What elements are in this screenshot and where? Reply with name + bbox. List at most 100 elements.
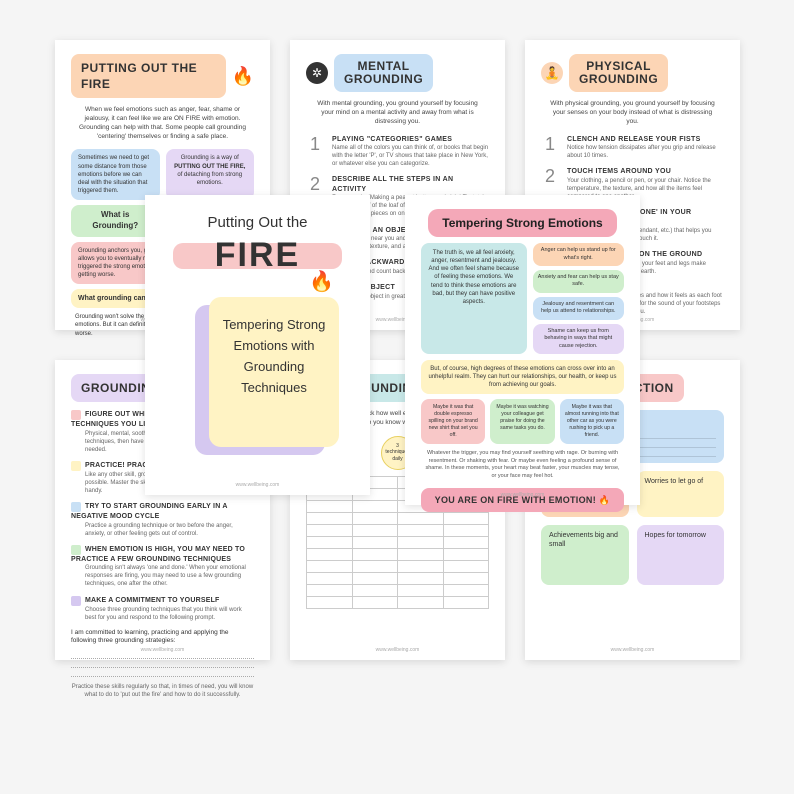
footer-url: www.wellbeing.com xyxy=(55,647,270,654)
commitment-prompt: I am committed to learning, practicing a… xyxy=(71,629,254,647)
page-title: PUTTING OUT THE FIRE xyxy=(71,54,226,98)
block-whatever: Whatever the trigger, you may find yours… xyxy=(421,450,624,480)
log-cell[interactable] xyxy=(352,500,398,512)
step-number: 2 xyxy=(306,175,324,193)
log-cell[interactable] xyxy=(352,512,398,524)
log-cell[interactable] xyxy=(307,584,353,596)
log-cell[interactable] xyxy=(307,512,353,524)
log-cell[interactable] xyxy=(352,572,398,584)
step-desc: Notice how tension dissipates after you … xyxy=(567,144,724,160)
log-cell[interactable] xyxy=(398,524,444,536)
intro-text: With mental grounding, you ground yourse… xyxy=(306,100,489,126)
cover-subtitle: Tempering Strong Emotions with Grounding… xyxy=(209,309,339,404)
box-hopes[interactable]: Hopes for tomorrow xyxy=(637,525,725,585)
box-achievements[interactable]: Achievements big and small xyxy=(541,525,629,585)
page-title: PHYSICALGROUNDING xyxy=(569,54,668,92)
log-cell[interactable] xyxy=(398,560,444,572)
log-cell[interactable] xyxy=(307,596,353,608)
log-cell[interactable] xyxy=(352,548,398,560)
step-title: PLAYING "CATEGORIES" GAMES xyxy=(332,135,489,144)
log-cell[interactable] xyxy=(398,512,444,524)
log-cell[interactable] xyxy=(443,536,489,548)
block-distance: Sometimes we need to get some distance f… xyxy=(71,149,160,199)
fire-icon: 🔥 xyxy=(232,64,254,88)
header: 🧘 PHYSICALGROUNDING xyxy=(541,54,724,92)
log-cell[interactable] xyxy=(443,524,489,536)
tip-title: MAKE A COMMITMENT TO YOURSELF xyxy=(85,597,220,604)
tip-swatch xyxy=(71,502,81,512)
log-cell[interactable] xyxy=(443,596,489,608)
intro-text: With physical grounding, you ground your… xyxy=(541,100,724,126)
page-tempering-emotions: Tempering Strong Emotions The truth is, … xyxy=(405,195,640,505)
step-number: 1 xyxy=(306,135,324,153)
log-cell[interactable] xyxy=(443,572,489,584)
tip-swatch xyxy=(71,596,81,606)
step-number: 2 xyxy=(541,167,559,185)
block-anger: Anger can help us stand up for what's ri… xyxy=(533,243,625,266)
log-cell[interactable] xyxy=(352,560,398,572)
log-cell[interactable] xyxy=(443,560,489,572)
header: ✲ MENTALGROUNDING xyxy=(306,54,489,92)
step-title: DESCRIBE ALL THE STEPS IN AN ACTIVITY xyxy=(332,175,489,194)
block-jealousy: Jealousy and resentment can help us atte… xyxy=(533,297,625,320)
tip-desc: Grounding isn't always 'one and done.' W… xyxy=(85,564,254,588)
log-cell[interactable] xyxy=(352,524,398,536)
commitment-lines[interactable] xyxy=(71,650,254,677)
log-cell[interactable] xyxy=(398,596,444,608)
intro-text: When we feel emotions such as anger, fea… xyxy=(71,106,254,141)
log-cell[interactable] xyxy=(398,548,444,560)
block-shame: Shame can keep us from behaving in ways … xyxy=(533,324,625,354)
footer-url: www.wellbeing.com xyxy=(290,647,505,654)
trigger-3: Maybe it was that almost running into th… xyxy=(560,399,624,444)
log-cell[interactable] xyxy=(398,536,444,548)
step-title: TOUCH ITEMS AROUND YOU xyxy=(567,167,724,176)
block-but: But, of course, high degrees of these em… xyxy=(421,360,624,394)
tip-item: WHEN EMOTION IS HIGH, YOU MAY NEED TO PR… xyxy=(71,545,254,589)
tip-swatch xyxy=(71,461,81,471)
header: PUTTING OUT THE FIRE 🔥 xyxy=(71,54,254,98)
page-title: MENTALGROUNDING xyxy=(334,54,433,92)
box-worries[interactable]: Worries to let go of xyxy=(637,471,725,517)
trigger-1: Maybe it was that double espresso spilli… xyxy=(421,399,485,444)
footer-url: www.wellbeing.com xyxy=(525,647,740,654)
tip-desc: Practice a grounding technique or two be… xyxy=(85,522,254,538)
block-definition: Grounding is a way of PUTTING OUT THE FI… xyxy=(166,149,255,199)
yoga-icon: 🧘 xyxy=(541,62,563,84)
log-cell[interactable] xyxy=(307,548,353,560)
log-cell[interactable] xyxy=(398,584,444,596)
page-cover: Putting Out the FIRE 🔥 Tempering Strong … xyxy=(145,195,370,495)
fire-icon: 🔥 xyxy=(309,269,334,296)
footer-note: Practice these skills regularly so that,… xyxy=(71,683,254,699)
log-cell[interactable] xyxy=(443,548,489,560)
tip-desc: Choose three grounding techniques that y… xyxy=(85,606,254,622)
log-cell[interactable] xyxy=(352,536,398,548)
log-cell[interactable] xyxy=(307,572,353,584)
log-cell[interactable] xyxy=(443,512,489,524)
log-cell[interactable] xyxy=(307,500,353,512)
tip-swatch xyxy=(71,410,81,420)
cover-top-line: Putting Out the xyxy=(161,213,354,233)
cover-fire-wrap: FIRE 🔥 xyxy=(161,235,354,295)
tip-item: MAKE A COMMITMENT TO YOURSELF Choose thre… xyxy=(71,596,254,622)
step-item: 1 PLAYING "CATEGORIES" GAMESName all of t… xyxy=(306,135,489,169)
block-truth: The truth is, we all feel anxiety, anger… xyxy=(421,243,527,354)
tip-item: TRY TO START GROUNDING EARLY IN A NEGATI… xyxy=(71,502,254,538)
log-cell[interactable] xyxy=(443,584,489,596)
block-anxiety: Anxiety and fear can help us stay safe. xyxy=(533,270,625,293)
step-item: 1 CLENCH AND RELEASE YOUR FISTSNotice how… xyxy=(541,135,724,161)
log-cell[interactable] xyxy=(307,560,353,572)
footer-url: www.wellbeing.com xyxy=(405,492,640,499)
trigger-2: Maybe it was watching your colleague get… xyxy=(490,399,554,444)
page-title: Tempering Strong Emotions xyxy=(428,209,616,237)
step-title: CLENCH AND RELEASE YOUR FISTS xyxy=(567,135,724,144)
brain-icon: ✲ xyxy=(306,62,328,84)
log-cell[interactable] xyxy=(307,536,353,548)
step-desc: Name all of the colors you can think of,… xyxy=(332,144,489,168)
log-cell[interactable] xyxy=(307,524,353,536)
tip-title: TRY TO START GROUNDING EARLY IN A NEGATI… xyxy=(71,503,227,520)
footer-url: www.wellbeing.com xyxy=(145,482,370,489)
log-cell[interactable] xyxy=(398,572,444,584)
step-number: 1 xyxy=(541,135,559,153)
log-cell[interactable] xyxy=(352,596,398,608)
log-cell[interactable] xyxy=(352,584,398,596)
